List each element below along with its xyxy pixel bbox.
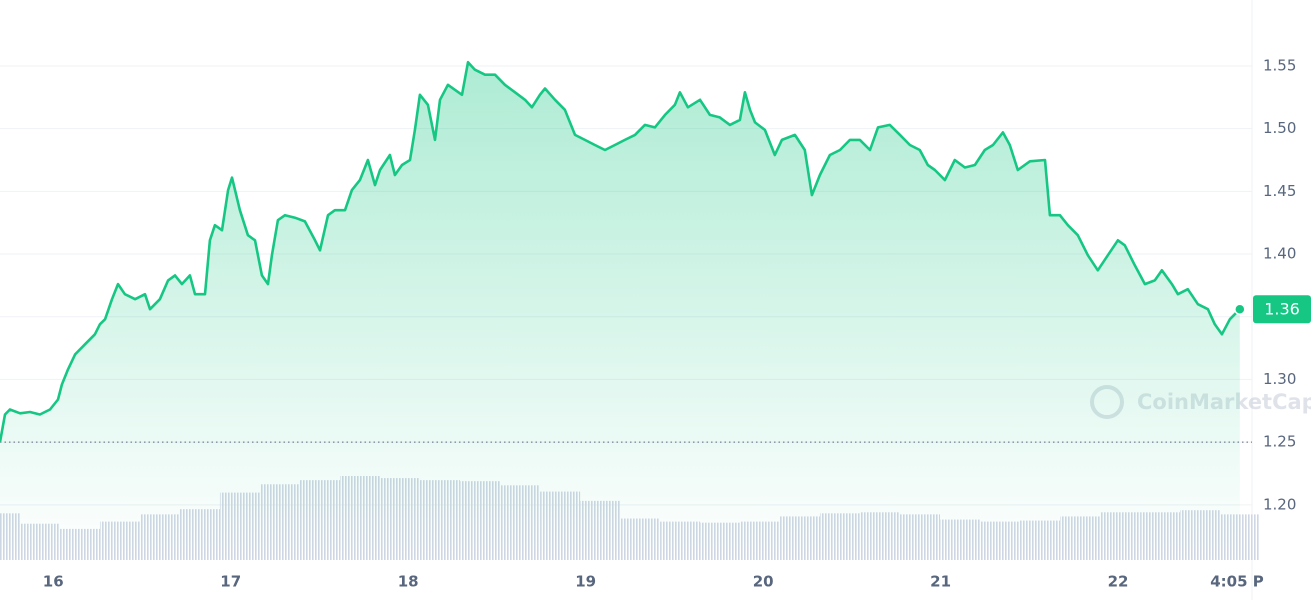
- current-price-badge: [1253, 295, 1311, 324]
- price-area: [0, 62, 1240, 560]
- y-tick-label: 1.50: [1263, 119, 1296, 137]
- x-tick-label: 18: [398, 573, 419, 591]
- x-tick-label: 21: [930, 573, 951, 591]
- y-tick-label: 1.45: [1263, 182, 1296, 200]
- current-price-label: 1.36: [1264, 300, 1300, 319]
- y-tick-label: 1.55: [1263, 56, 1296, 74]
- x-tick-label: 20: [753, 573, 774, 591]
- x-tick-label: 19: [575, 573, 596, 591]
- y-tick-label: 1.20: [1263, 495, 1296, 513]
- y-tick-label: 1.25: [1263, 433, 1296, 451]
- x-tick-label: 17: [220, 573, 241, 591]
- y-tick-label: 1.40: [1263, 245, 1296, 263]
- x-tick-label: 22: [1108, 573, 1129, 591]
- y-tick-label: 1.30: [1263, 370, 1296, 388]
- price-line: [0, 60, 1241, 443]
- current-point: [1234, 303, 1246, 315]
- x-tick-label: 16: [43, 573, 64, 591]
- x-tick-label: 4:05 P: [1210, 573, 1264, 591]
